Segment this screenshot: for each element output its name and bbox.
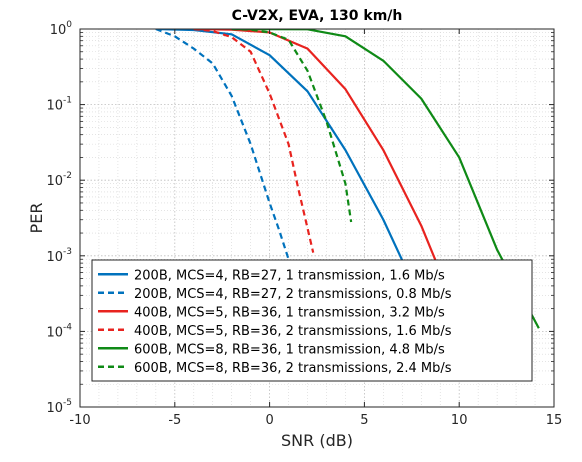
y-tick-label: 100 <box>50 20 73 38</box>
series-line-4 <box>193 29 315 253</box>
x-tick-label: -5 <box>168 413 181 428</box>
series-line-6 <box>231 29 353 223</box>
legend-label: 600B, MCS=8, RB=36, 2 transmissions, 2.4… <box>134 361 452 376</box>
x-tick-label: 15 <box>546 413 563 428</box>
y-tick-label: 10-2 <box>46 171 72 189</box>
y-tick-label: 10-4 <box>46 322 72 340</box>
legend-box <box>91 259 533 382</box>
legend-label: 400B, MCS=5, RB=36, 2 transmissions, 1.6… <box>134 324 452 339</box>
legend-label: 400B, MCS=5, RB=36, 1 transmission, 3.2 … <box>134 305 445 320</box>
y-tick-label: 10-5 <box>46 398 72 416</box>
y-tick-label: 10-3 <box>46 247 72 265</box>
x-tick-label: 10 <box>451 413 468 428</box>
y-tick-label: 10-1 <box>46 96 72 114</box>
series-line-5 <box>231 29 540 329</box>
chart-title: C-V2X, EVA, 130 km/h <box>232 8 403 24</box>
x-tick-label: 0 <box>265 413 273 428</box>
series-line-1 <box>155 29 423 302</box>
series-layer <box>155 29 540 329</box>
y-axis-label: PER <box>27 203 46 234</box>
plot-frame <box>79 28 555 408</box>
axis-ticks <box>79 28 555 408</box>
series-line-2 <box>155 29 290 260</box>
legend-label: 600B, MCS=8, RB=36, 1 transmission, 4.8 … <box>134 342 445 357</box>
x-axis-label: SNR (dB) <box>281 431 353 450</box>
legend: 200B, MCS=4, RB=27, 1 transmission, 1.6 … <box>91 259 533 382</box>
x-tick-label: -10 <box>69 413 90 428</box>
tick-labels: -10 -5 0 5 10 15 100 10-1 10-2 10-3 10-4 10-5 <box>46 20 562 428</box>
x-tick-label: 5 <box>360 413 368 428</box>
legend-label: 200B, MCS=4, RB=27, 1 transmission, 1.6 … <box>134 268 445 283</box>
legend-label: 200B, MCS=4, RB=27, 2 transmissions, 0.8… <box>134 287 452 302</box>
